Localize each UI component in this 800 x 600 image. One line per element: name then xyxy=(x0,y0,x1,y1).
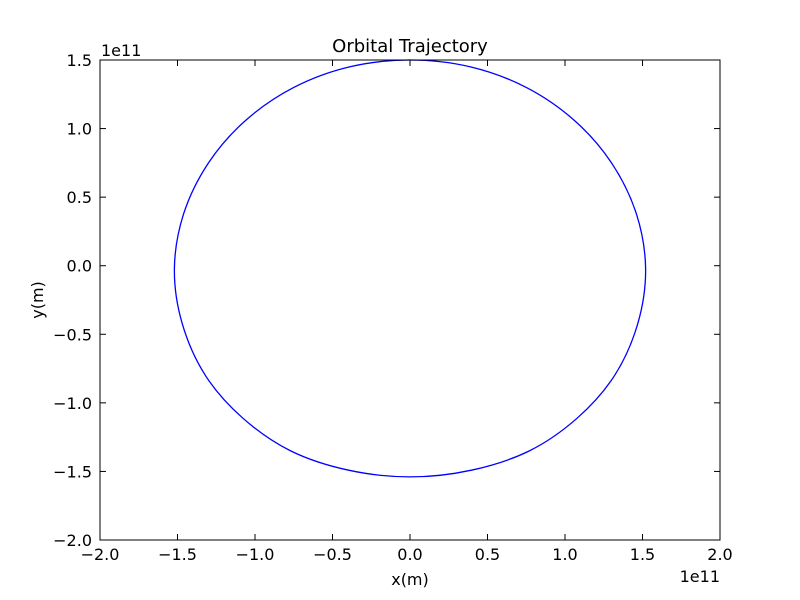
x-tick-label: −0.5 xyxy=(313,545,352,564)
x-tick-label: 0.5 xyxy=(475,545,500,564)
y-tick-label: 1.0 xyxy=(67,120,92,139)
y-tick-label: −0.5 xyxy=(53,325,92,344)
plot-frame xyxy=(99,59,721,541)
y-axis-offset-label: 1e11 xyxy=(101,41,141,60)
x-tick-label: 1.0 xyxy=(552,545,577,564)
y-axis-label: y(m) xyxy=(28,281,47,319)
y-tick-label: −2.0 xyxy=(53,531,92,550)
x-axis-label: x(m) xyxy=(391,570,429,589)
series-line-0 xyxy=(173,59,647,478)
x-tick-label: −2.0 xyxy=(81,545,120,564)
chart-title: Orbital Trajectory xyxy=(332,36,488,57)
x-tick-label: 0.0 xyxy=(397,545,422,564)
y-tick-label: −1.5 xyxy=(53,462,92,481)
x-axis-offset-label: 1e11 xyxy=(680,567,720,586)
x-tick-label: 1.5 xyxy=(630,545,655,564)
x-tick-label: −1.5 xyxy=(158,545,197,564)
ticks-layer: −2.0 −1.5 −1.0 −0.5 0.0 0.5 1.0 1.5 2.0 −2.0 −1.5 −… xyxy=(53,51,733,564)
y-tick-label: −1.0 xyxy=(53,394,92,413)
y-tick-label: 0.5 xyxy=(67,188,92,207)
x-tick-label: −1.0 xyxy=(236,545,275,564)
y-tick-label: 0.0 xyxy=(67,257,92,276)
x-tick-label: 2.0 xyxy=(707,545,732,564)
series-layer xyxy=(173,59,647,478)
y-tick-label: 1.5 xyxy=(67,51,92,70)
